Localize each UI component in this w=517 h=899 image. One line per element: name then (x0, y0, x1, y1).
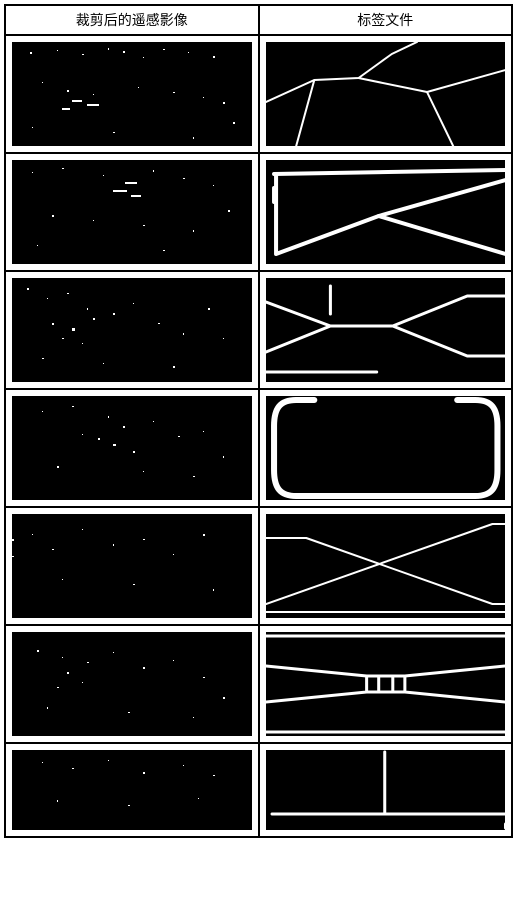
remote-sensing-cell (6, 744, 260, 836)
remote-sensing-cell (6, 272, 260, 388)
label-cell (260, 272, 512, 388)
label-image (266, 750, 506, 830)
remote-sensing-cell (6, 154, 260, 270)
table-row (6, 626, 511, 744)
table-row (6, 744, 511, 836)
label-image (266, 514, 506, 618)
label-image (266, 42, 506, 146)
remote-sensing-image (12, 396, 252, 500)
remote-sensing-image (12, 750, 252, 830)
remote-sensing-cell (6, 390, 260, 506)
table-row (6, 36, 511, 154)
label-cell (260, 154, 512, 270)
remote-sensing-image (12, 632, 252, 736)
comparison-table: 裁剪后的遥感影像 标签文件 (4, 4, 513, 838)
table-row (6, 508, 511, 626)
remote-sensing-image (12, 160, 252, 264)
remote-sensing-image (12, 278, 252, 382)
label-cell (260, 744, 512, 836)
header-left: 裁剪后的遥感影像 (6, 6, 260, 34)
label-image (266, 396, 506, 500)
label-cell (260, 508, 512, 624)
table-row (6, 154, 511, 272)
label-image (266, 278, 506, 382)
remote-sensing-cell (6, 36, 260, 152)
header-right: 标签文件 (260, 6, 512, 34)
label-image (266, 160, 506, 264)
label-cell (260, 36, 512, 152)
table-row (6, 390, 511, 508)
remote-sensing-image (12, 42, 252, 146)
label-image (266, 632, 506, 736)
remote-sensing-cell (6, 508, 260, 624)
remote-sensing-image (12, 514, 252, 618)
table-row (6, 272, 511, 390)
header-row: 裁剪后的遥感影像 标签文件 (6, 6, 511, 36)
remote-sensing-cell (6, 626, 260, 742)
label-cell (260, 626, 512, 742)
label-cell (260, 390, 512, 506)
